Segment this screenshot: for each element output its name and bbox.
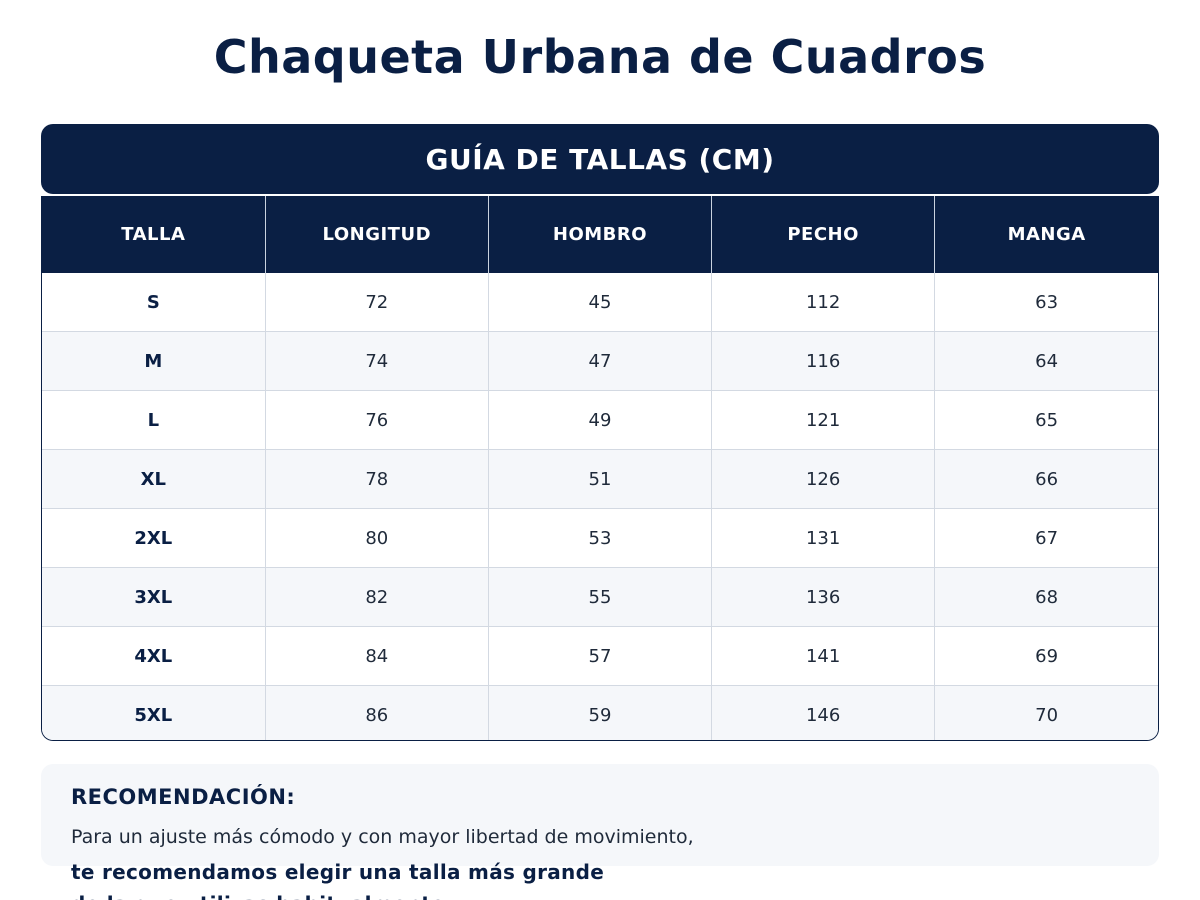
size-table-container: TALLA LONGITUD HOMBRO PECHO MANGA S 72 45 1… [41,196,1159,741]
cell-manga: 63 [934,273,1158,332]
size-table: TALLA LONGITUD HOMBRO PECHO MANGA S 72 45 1… [42,196,1158,740]
cell-hombro: 49 [487,390,712,450]
cell-talla: S [42,273,266,332]
cell-manga: 66 [934,449,1158,509]
table-row: XL 78 51 126 66 [42,449,1158,509]
column-header-talla: TALLA [42,196,266,273]
column-header-pecho: PECHO [711,196,935,273]
cell-hombro: 55 [487,567,712,627]
table-row: L 76 49 121 65 [42,390,1158,450]
cell-pecho: 116 [711,331,935,391]
cell-longitud: 76 [264,390,489,450]
cell-hombro: 45 [487,273,712,332]
cell-pecho: 136 [711,567,935,627]
recommendation-emphasis: te recomendamos elegir una talla más gra… [71,860,605,884]
cell-longitud: 72 [264,273,489,332]
cell-manga: 70 [934,685,1158,740]
cell-pecho: 112 [711,273,935,332]
cell-longitud: 82 [264,567,489,627]
cell-manga: 69 [934,626,1158,686]
cell-manga: 68 [934,567,1158,627]
cell-manga: 64 [934,331,1158,391]
table-row: 2XL 80 53 131 67 [42,508,1158,568]
cell-hombro: 59 [487,685,712,740]
cell-talla: 3XL [42,567,266,627]
column-header-manga: MANGA [934,196,1158,273]
cell-hombro: 57 [487,626,712,686]
cell-pecho: 121 [711,390,935,450]
cell-longitud: 80 [264,508,489,568]
page-title: Chaqueta Urbana de Cuadros [213,30,987,84]
cell-longitud: 86 [264,685,489,740]
recommendation-box [41,764,1159,866]
cell-pecho: 146 [711,685,935,740]
cell-talla: 4XL [42,626,266,686]
size-guide-title: GUÍA DE TALLAS (CM) [425,142,775,176]
cell-pecho: 131 [711,508,935,568]
cell-pecho: 141 [711,626,935,686]
cell-longitud: 84 [264,626,489,686]
recommendation-text: Para un ajuste más cómodo y con mayor li… [71,826,694,848]
cell-manga: 67 [934,508,1158,568]
table-row: 5XL 86 59 146 70 [42,685,1158,740]
table-row: 3XL 82 55 136 68 [42,567,1158,627]
table-row: 4XL 84 57 141 69 [42,626,1158,686]
table-row: M 74 47 116 64 [42,331,1158,391]
cell-longitud: 78 [264,449,489,509]
recommendation-title: RECOMENDACIÓN: [71,785,296,809]
cell-hombro: 47 [487,331,712,391]
cell-talla: 2XL [42,508,266,568]
cell-hombro: 53 [487,508,712,568]
cell-talla: L [42,390,266,450]
table-row: S 72 45 112 63 [42,273,1158,332]
column-header-longitud: LONGITUD [264,196,489,273]
cell-talla: XL [42,449,266,509]
cell-hombro: 51 [487,449,712,509]
cell-manga: 65 [934,390,1158,450]
recommendation-emphasis-cont: de la que utilizas habitualmente. [71,892,453,900]
cell-talla: 5XL [42,685,266,740]
cell-longitud: 74 [264,331,489,391]
column-header-hombro: HOMBRO [487,196,712,273]
size-guide-header: GUÍA DE TALLAS (CM) [41,124,1159,194]
table-header-row: TALLA LONGITUD HOMBRO PECHO MANGA [42,196,1158,273]
cell-pecho: 126 [711,449,935,509]
cell-talla: M [42,331,266,391]
